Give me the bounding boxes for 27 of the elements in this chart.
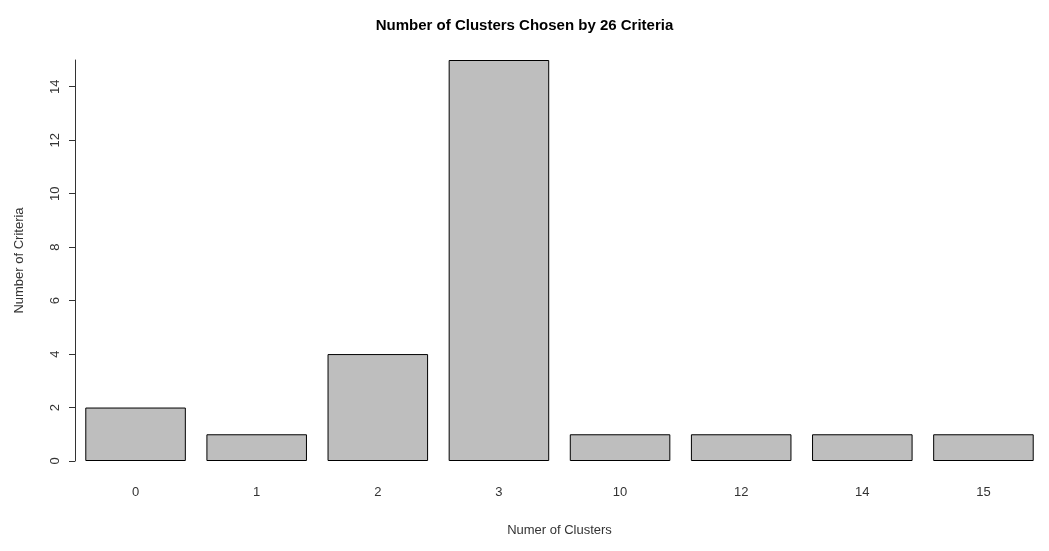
x-tick-label: 3 <box>495 484 503 499</box>
bar <box>448 60 550 461</box>
x-tick-label: 1 <box>253 484 261 499</box>
bar <box>933 434 1034 461</box>
x-tick-label: 2 <box>374 484 382 499</box>
y-tick-label: 14 <box>47 79 62 94</box>
x-tick-label: 10 <box>612 484 628 499</box>
y-tick-label: 12 <box>47 132 62 148</box>
x-tick-label: 15 <box>976 484 991 499</box>
bar <box>812 434 913 461</box>
y-tick-label: 0 <box>47 457 62 465</box>
bar <box>85 407 186 461</box>
x-tick-label: 0 <box>131 484 140 499</box>
y-axis-title: Number of Criteria <box>11 206 26 314</box>
x-tick-label: 12 <box>733 484 749 499</box>
y-tick-label: 4 <box>47 350 62 358</box>
bar <box>206 434 307 461</box>
x-tick-label: 14 <box>855 484 870 499</box>
y-tick-label: 2 <box>47 403 62 412</box>
chart-title: Number of Clusters Chosen by 26 Criteria <box>375 16 674 33</box>
bar <box>327 354 429 461</box>
y-tick-label: 8 <box>47 243 62 251</box>
y-tick-label: 6 <box>47 296 62 305</box>
bar <box>690 434 792 461</box>
x-axis-title: Numer of Clusters <box>507 522 613 537</box>
bar <box>569 434 671 461</box>
y-tick-label: 10 <box>47 186 62 201</box>
